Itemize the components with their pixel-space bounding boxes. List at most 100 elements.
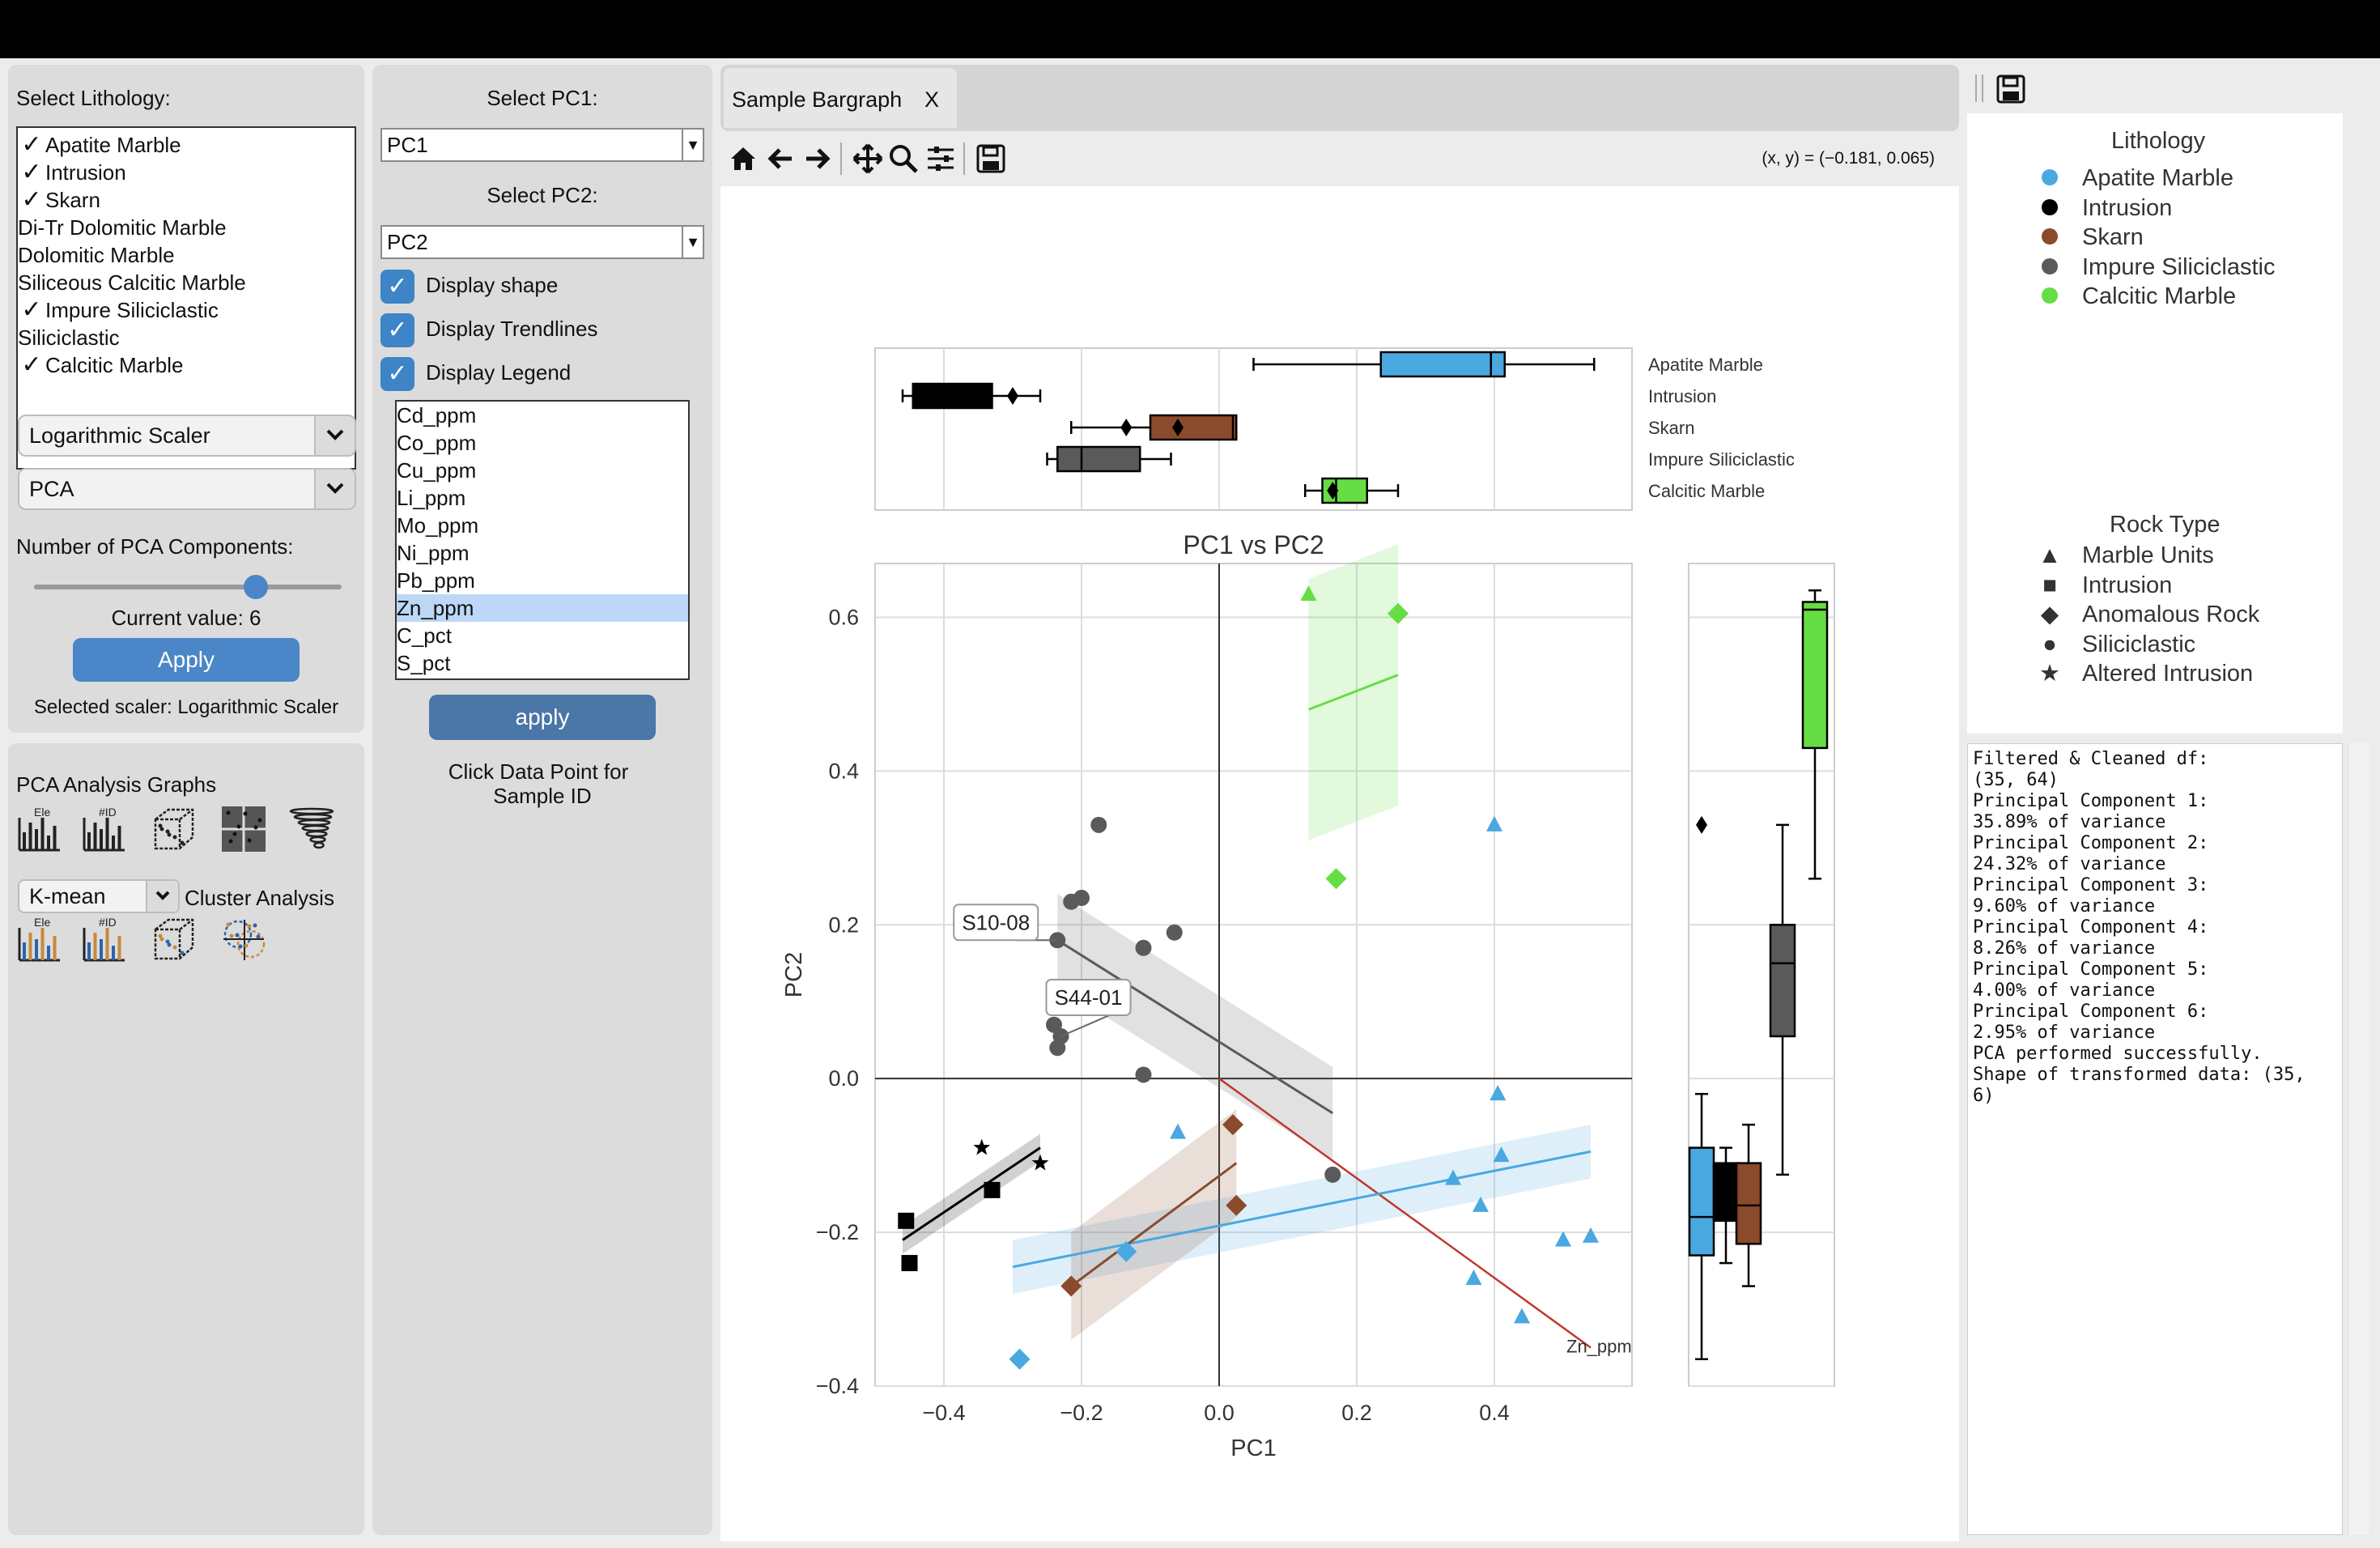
pan-icon[interactable] xyxy=(852,142,884,175)
lithology-item[interactable]: Di-Tr Dolomitic Marble xyxy=(18,214,355,241)
element-item[interactable]: Pb_ppm xyxy=(397,568,475,593)
save-icon[interactable] xyxy=(1995,73,2027,105)
data-point[interactable] xyxy=(984,1181,1001,1198)
lithology-item[interactable]: Siliciclastic xyxy=(18,324,355,351)
data-point[interactable] xyxy=(1009,1348,1031,1370)
tab-sample-bargraph[interactable]: Sample Bargraph X xyxy=(724,68,957,128)
lithology-item[interactable]: ✓ Apatite Marble xyxy=(18,131,355,159)
apply-components-button[interactable]: Apply xyxy=(73,638,300,682)
data-point[interactable] xyxy=(1555,1231,1571,1247)
legend-lithology-label: Impure Siliciclastic xyxy=(2082,253,2276,280)
display-trendlines-checkbox[interactable]: ✓ Display Trendlines xyxy=(380,311,597,348)
data-point[interactable] xyxy=(1090,816,1107,833)
scaler-select[interactable]: Logarithmic Scaler xyxy=(18,415,356,457)
data-point[interactable] xyxy=(1135,939,1152,956)
data-point[interactable] xyxy=(1226,1194,1247,1216)
cluster-scatter-icon[interactable] xyxy=(220,915,267,963)
element-listbox[interactable]: Cd_ppm Co_ppm Cu_ppm Li_ppm Mo_ppm Ni_ppm Pb_p… xyxy=(395,400,690,680)
apply-element-button[interactable]: apply xyxy=(429,695,656,740)
checkbox-check-icon: ✓ xyxy=(380,313,414,348)
lithology-item[interactable]: ✓ Impure Siliciclastic xyxy=(18,296,355,324)
data-point[interactable] xyxy=(1031,1154,1049,1171)
chevron-down-icon[interactable] xyxy=(314,416,355,455)
bar-chart-ele-icon[interactable]: Ele xyxy=(16,915,63,963)
element-item[interactable]: Zn_ppm xyxy=(397,594,688,622)
data-point[interactable] xyxy=(1514,1308,1530,1324)
save-icon[interactable] xyxy=(975,142,1007,175)
data-point[interactable] xyxy=(1170,1123,1186,1139)
dropdown-arrow-icon[interactable]: ▼ xyxy=(682,227,703,257)
tab-close-button[interactable]: X xyxy=(924,87,939,112)
data-point[interactable] xyxy=(901,1255,918,1272)
display-legend-label: Display Legend xyxy=(426,360,572,385)
data-point[interactable] xyxy=(1300,585,1317,601)
data-point[interactable] xyxy=(1325,868,1347,890)
bar-chart-ele-icon[interactable]: Ele xyxy=(16,805,63,853)
chevron-down-icon[interactable] xyxy=(146,881,178,912)
toolbar-divider xyxy=(840,142,842,175)
element-item[interactable]: Co_ppm xyxy=(397,431,477,455)
element-item[interactable]: Cu_ppm xyxy=(397,458,477,483)
back-arrow-icon[interactable] xyxy=(764,142,797,175)
data-point[interactable] xyxy=(1049,1040,1066,1057)
element-item[interactable]: Ni_ppm xyxy=(397,541,470,565)
data-point[interactable] xyxy=(1473,1196,1489,1212)
chevron-down-icon[interactable] xyxy=(314,470,355,508)
y-tick-label: 0.0 xyxy=(828,1066,859,1091)
element-item[interactable]: C_pct xyxy=(397,623,452,648)
lithology-label: Select Lithology: xyxy=(16,86,171,110)
forward-arrow-icon[interactable] xyxy=(801,142,834,175)
data-point[interactable] xyxy=(1445,1169,1461,1185)
dropdown-arrow-icon[interactable]: ▼ xyxy=(682,130,703,160)
current-value-text: Current value: 6 xyxy=(111,606,261,630)
zoom-icon[interactable] xyxy=(887,142,920,175)
data-point[interactable] xyxy=(1166,924,1183,941)
lithology-item[interactable]: ✓ Skarn xyxy=(18,186,355,214)
data-point[interactable] xyxy=(1583,1227,1599,1243)
pc1-select[interactable]: PC1 ▼ xyxy=(380,128,704,162)
display-shape-checkbox[interactable]: ✓ Display shape xyxy=(380,267,559,304)
data-point[interactable] xyxy=(1465,1269,1482,1286)
data-point[interactable] xyxy=(1060,1275,1082,1297)
3d-cube-icon[interactable] xyxy=(151,805,198,853)
data-point[interactable] xyxy=(1493,1146,1510,1163)
lithology-item[interactable]: ✓ Calcitic Marble xyxy=(18,351,355,379)
console-scrollbar[interactable] xyxy=(2348,743,2369,1535)
lithology-item[interactable]: Dolomitic Marble xyxy=(18,241,355,269)
data-point[interactable] xyxy=(1486,815,1502,831)
data-point[interactable] xyxy=(1388,602,1409,624)
data-point[interactable] xyxy=(1222,1114,1243,1136)
data-point[interactable] xyxy=(898,1212,915,1229)
data-point[interactable] xyxy=(1116,1240,1137,1262)
data-point[interactable] xyxy=(1324,1166,1341,1183)
rock-type-legend-title: Rock Type xyxy=(2110,512,2221,538)
pca-figure[interactable]: −0.4 −0.2 0.0 0.2 0.4 −0.4 −0.2 0.0 0.2 0.4 0.6 PC1… xyxy=(720,186,1959,1542)
grid-cluster-icon[interactable] xyxy=(220,805,267,853)
lithology-listbox[interactable]: ✓ Apatite Marble ✓ Intrusion ✓ Skarn Di-Tr Dol… xyxy=(16,126,356,470)
pc2-select[interactable]: PC2 ▼ xyxy=(380,225,704,259)
element-item[interactable]: Cd_ppm xyxy=(397,403,477,427)
configure-icon[interactable] xyxy=(924,142,957,175)
3d-cube-icon[interactable] xyxy=(151,915,198,963)
cluster-method-select[interactable]: K-mean xyxy=(18,879,180,913)
lithology-item[interactable]: ✓ Intrusion xyxy=(18,159,355,186)
checkbox-check-icon: ✓ xyxy=(380,270,414,304)
element-item[interactable]: S_pct xyxy=(397,651,451,675)
lithology-item[interactable]: Siliceous Calcitic Marble xyxy=(18,269,355,296)
lithology-item-label: Skarn xyxy=(45,188,100,212)
slider-thumb[interactable] xyxy=(243,575,268,599)
data-point[interactable] xyxy=(1490,1085,1507,1101)
method-select[interactable]: PCA xyxy=(18,468,356,510)
bar-chart-id-icon[interactable]: #ID xyxy=(81,805,128,853)
data-point[interactable] xyxy=(1135,1066,1152,1083)
display-shape-label: Display shape xyxy=(426,273,559,297)
home-icon[interactable] xyxy=(727,142,759,175)
display-legend-checkbox[interactable]: ✓ Display Legend xyxy=(380,355,572,392)
components-slider[interactable] xyxy=(34,575,342,599)
element-item[interactable]: Mo_ppm xyxy=(397,513,479,538)
tornado-icon[interactable] xyxy=(288,805,335,853)
data-point[interactable] xyxy=(973,1138,991,1155)
element-item[interactable]: Li_ppm xyxy=(397,486,466,510)
data-point[interactable] xyxy=(1073,890,1090,907)
bar-chart-id-icon[interactable]: #ID xyxy=(81,915,128,963)
